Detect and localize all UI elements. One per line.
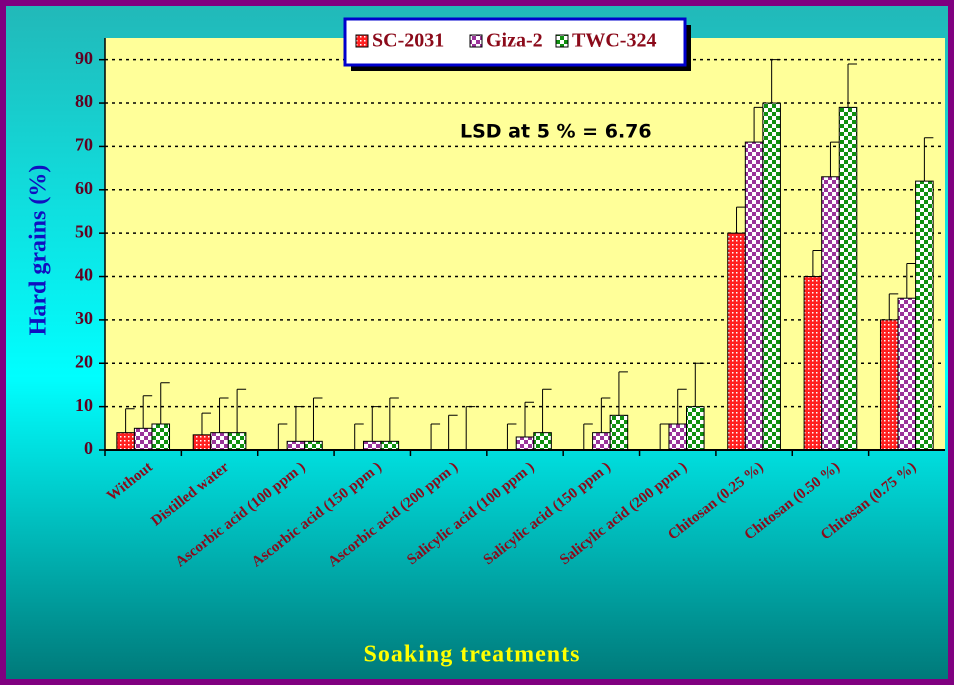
bar [592,432,611,451]
bar [879,319,899,451]
bar [380,440,400,451]
error-bar [142,395,153,429]
y-tick-label: 30 [75,308,93,328]
error-bar [583,423,593,450]
y-tick-label: 0 [84,438,93,458]
error-bar [430,423,441,450]
y-tick-label: 90 [75,48,93,68]
legend-swatch [355,34,369,48]
error-bar [236,388,247,433]
error-bar [295,406,305,442]
error-bar [524,401,534,437]
error-bar [812,250,822,277]
error-bar [201,412,211,435]
bar [227,432,247,451]
error-bar [465,406,476,450]
legend-label: TWC-324 [572,30,656,52]
error-bar [736,206,746,234]
bar [533,432,552,451]
error-bar [829,141,840,177]
error-bar [219,397,229,433]
x-axis-title: Soaking treatments [364,642,581,668]
error-bar [923,137,934,182]
legend-label: Giza-2 [486,30,543,52]
error-bar [448,414,458,450]
error-bar [618,371,628,416]
bar [151,423,171,451]
y-tick-label: 20 [75,351,93,371]
bar [744,141,764,451]
error-bar [753,106,764,143]
bar [762,102,781,451]
y-tick-label: 70 [75,135,93,155]
error-bar [542,388,552,433]
bar [286,440,306,451]
error-bar [659,423,670,450]
bar [668,423,688,451]
error-bar [906,263,916,299]
bar [133,427,153,451]
bar [803,276,823,451]
bar [897,297,917,451]
y-tick-label: 40 [75,265,93,285]
error-bar [371,406,382,442]
bar [686,406,705,451]
bar [515,436,535,451]
y-tick-label: 60 [75,178,93,198]
error-bar [694,362,705,407]
error-bar [847,63,858,108]
bar [838,106,858,451]
y-tick-label: 50 [75,221,93,241]
error-bar [160,382,170,424]
error-bar [600,397,611,433]
bar [727,232,746,451]
error-bar [888,293,899,320]
bar [210,432,229,451]
legend-swatch [469,34,483,48]
error-bar [677,388,687,424]
y-tick-label: 80 [75,91,93,111]
error-bar [506,423,517,450]
bar [116,432,135,451]
legend-swatch [555,34,569,48]
bar [304,440,323,451]
annotation: LSD at 5 % = 6.76 [460,121,652,143]
y-tick-label: 10 [75,395,93,415]
error-bar [125,408,135,433]
bar [362,440,382,451]
y-axis-title: Hard grains (%) [26,165,52,336]
bar [821,176,840,451]
error-bar [354,423,364,450]
legend-label: SC-2031 [372,30,444,52]
error-bar [389,397,399,442]
bar [192,434,212,451]
error-bar [312,397,323,442]
bar [915,180,934,451]
bar [609,414,629,451]
error-bar [277,423,288,450]
legend [343,17,687,67]
error-bar [771,59,781,104]
